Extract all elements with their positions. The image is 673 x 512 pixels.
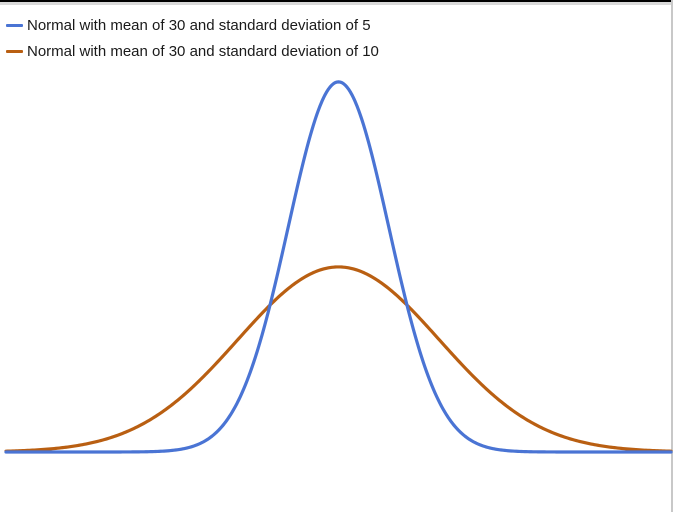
top-border-shadow xyxy=(0,2,673,5)
chart-legend: Normal with mean of 30 and standard devi… xyxy=(6,12,379,64)
series-line-sd10 xyxy=(4,265,673,453)
legend-item-sd5: Normal with mean of 30 and standard devi… xyxy=(6,12,379,38)
series-layer xyxy=(4,80,673,454)
series-line-sd5 xyxy=(4,80,673,454)
legend-swatch-sd10 xyxy=(6,49,23,53)
legend-swatch-sd5 xyxy=(6,23,23,27)
top-border xyxy=(0,0,673,2)
right-border xyxy=(671,0,673,512)
legend-label-sd5: Normal with mean of 30 and standard devi… xyxy=(27,16,371,34)
legend-item-sd10: Normal with mean of 30 and standard devi… xyxy=(6,38,379,64)
legend-label-sd10: Normal with mean of 30 and standard devi… xyxy=(27,42,379,60)
